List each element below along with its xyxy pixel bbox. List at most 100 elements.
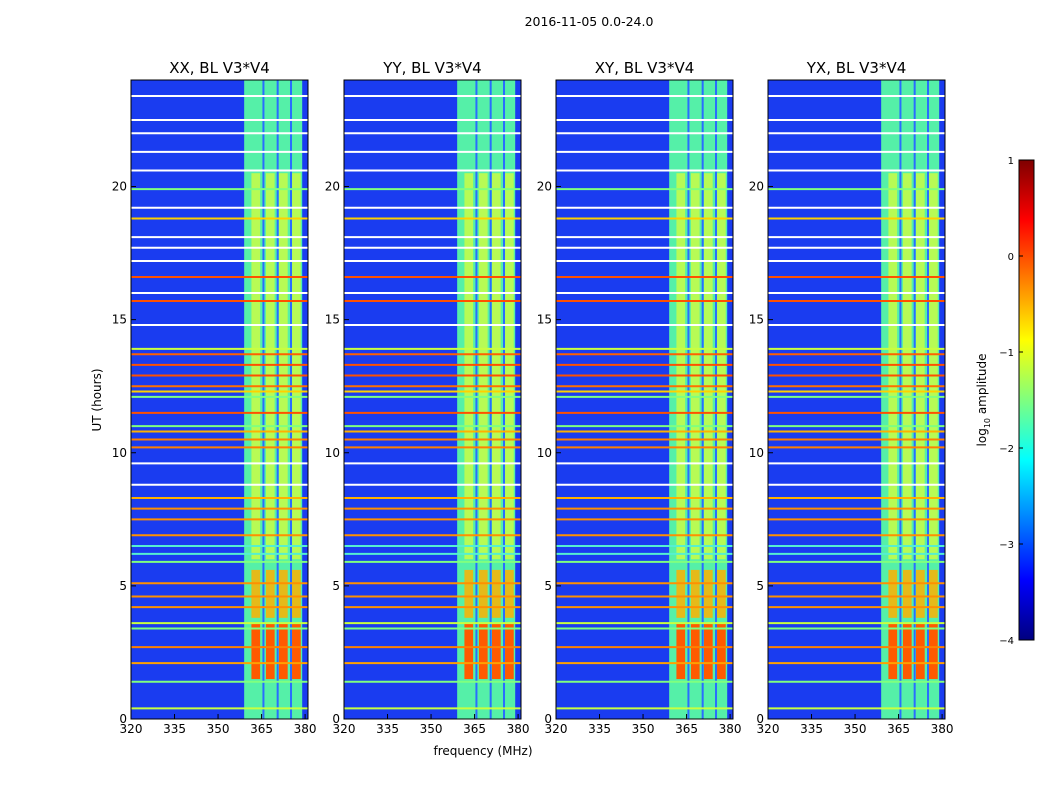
x-tick-label: 350 (207, 722, 230, 736)
x-tick-label: 365 (675, 722, 698, 736)
band-gap (276, 80, 279, 719)
band-hot-cell (888, 623, 898, 680)
band-stripe (915, 173, 925, 560)
x-tick-label: 335 (163, 722, 186, 736)
band-hot-cell (292, 623, 301, 680)
y-tick-label: 20 (112, 180, 127, 194)
band-stripe (278, 173, 288, 560)
x-tick-label: 320 (545, 722, 568, 736)
panel-title: XX, BL V3*V4 (169, 59, 270, 77)
figure-suptitle: 2016-11-05 0.0-24.0 (525, 14, 654, 29)
band-stripe (251, 173, 261, 560)
y-tick-label: 0 (119, 712, 127, 726)
band-stripe (703, 173, 713, 560)
band-gap (687, 80, 690, 719)
band-hot-cell (929, 623, 938, 680)
colorbar-tick-label: 0 (1008, 252, 1014, 263)
band-hot-cell (478, 623, 488, 680)
band-warm-cell (505, 569, 514, 618)
band-warm-cell (464, 569, 474, 618)
y-tick-label: 20 (325, 180, 340, 194)
y-tick-label: 15 (325, 313, 340, 327)
y-tick-label: 10 (112, 446, 127, 460)
band-stripe (676, 173, 686, 560)
x-axis-label: frequency (MHz) (433, 744, 532, 758)
x-tick-label: 335 (376, 722, 399, 736)
colorbar-tick-label: −1 (999, 348, 1014, 359)
y-tick-label: 5 (119, 579, 127, 593)
band-warm-cell (690, 569, 700, 618)
y-tick-label: 20 (749, 180, 764, 194)
band-warm-cell (888, 569, 898, 618)
y-tick-label: 0 (544, 712, 552, 726)
panel-4: YX, BL V3*V4 320 335 350 365 380 0 5 10 15 20 (749, 59, 954, 736)
axes-frame (130, 79, 309, 720)
band-gap (475, 80, 478, 719)
panel-title: YX, BL V3*V4 (806, 59, 907, 77)
band-stripe (690, 173, 700, 560)
colorbar-tick-label: −4 (999, 636, 1014, 647)
band-gap (489, 80, 492, 719)
band-warm-cell (902, 569, 912, 618)
x-tick-label: 335 (800, 722, 823, 736)
band-gap (503, 80, 506, 719)
y-tick-label: 5 (544, 579, 552, 593)
band-warm-cell (703, 569, 713, 618)
y-tick-label: 20 (537, 180, 552, 194)
panel-3: XY, BL V3*V4 320 335 350 365 380 0 5 10 15 20 (537, 59, 742, 736)
x-tick-label: 350 (420, 722, 443, 736)
y-tick-label: 10 (325, 446, 340, 460)
band-stripe (929, 173, 938, 560)
x-tick-label: 350 (844, 722, 867, 736)
band-gap (262, 80, 265, 719)
band-hot-cell (690, 623, 700, 680)
colorbar-label: log10 amplitude (975, 354, 992, 447)
x-tick-label: 365 (250, 722, 273, 736)
y-tick-label: 15 (537, 313, 552, 327)
band-warm-cell (929, 569, 938, 618)
band-gap (290, 80, 293, 719)
axes-frame (343, 79, 522, 720)
x-tick-label: 365 (887, 722, 910, 736)
x-tick-label: 365 (463, 722, 486, 736)
y-tick-label: 10 (749, 446, 764, 460)
x-tick-label: 380 (931, 722, 954, 736)
band-hot-cell (278, 623, 288, 680)
y-tick-label: 15 (112, 313, 127, 327)
band-stripe (491, 173, 501, 560)
band-gap (927, 80, 930, 719)
band-gap (715, 80, 718, 719)
colorbar-tick-label: −3 (999, 540, 1014, 551)
band-gap (899, 80, 902, 719)
band-hot-cell (251, 623, 261, 680)
band-hot-cell (464, 623, 474, 680)
y-tick-label: 0 (332, 712, 340, 726)
panel-title: YY, BL V3*V4 (382, 59, 481, 77)
band-hot-cell (902, 623, 912, 680)
band-warm-cell (251, 569, 261, 618)
panel-1: XX, BL V3*V4 320 335 350 365 380 0 5 10 15 20 (112, 59, 317, 736)
band-hot-cell (915, 623, 925, 680)
band-stripe (888, 173, 898, 560)
x-tick-label: 320 (757, 722, 780, 736)
band-stripe (265, 173, 275, 560)
band-gap (913, 80, 916, 719)
band-stripe (478, 173, 488, 560)
panel-2: YY, BL V3*V4 320 335 350 365 380 0 5 10 15 20 (325, 59, 530, 736)
axes-frame (767, 79, 946, 720)
band-gap (701, 80, 704, 719)
colorbar: 1 0 −1 −2 −3 −4 (999, 156, 1035, 647)
y-tick-label: 5 (332, 579, 340, 593)
band-stripe (902, 173, 912, 560)
y-axis-label: UT (hours) (90, 368, 104, 431)
y-tick-label: 0 (756, 712, 764, 726)
band-stripe (717, 173, 726, 560)
colorbar-gradient (1018, 159, 1035, 641)
band-stripe (505, 173, 514, 560)
x-tick-label: 320 (120, 722, 143, 736)
colorbar-tick-label: 1 (1008, 156, 1014, 167)
band-hot-cell (703, 623, 713, 680)
band-warm-cell (915, 569, 925, 618)
panel-title: XY, BL V3*V4 (595, 59, 695, 77)
